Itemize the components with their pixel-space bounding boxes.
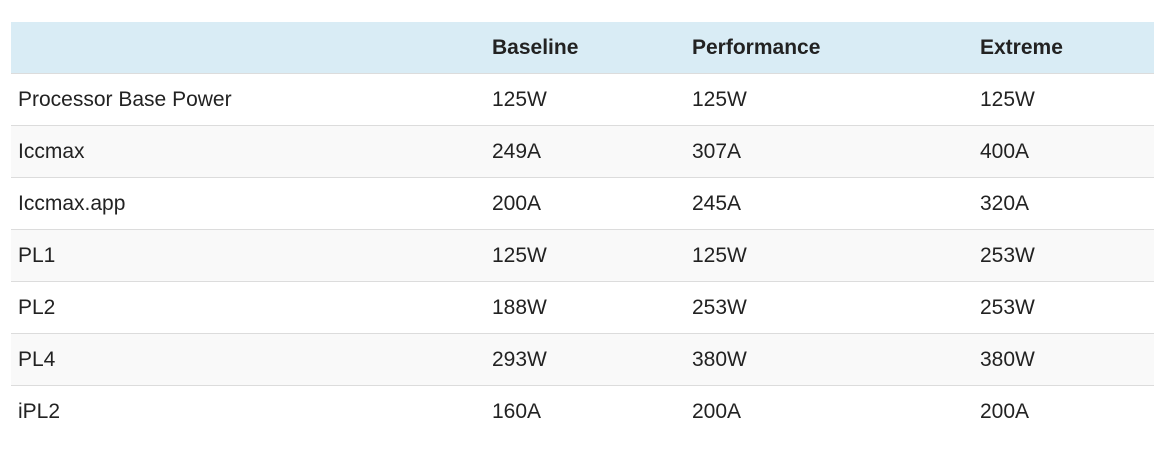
- table-row: Processor Base Power 125W 125W 125W: [11, 73, 1154, 126]
- table-cell: 200A: [973, 385, 1154, 437]
- row-label: Iccmax: [11, 125, 485, 178]
- row-label: PL1: [11, 229, 485, 282]
- spec-table: Baseline Performance Extreme Processor Bas…: [11, 22, 1154, 437]
- row-label: PL2: [11, 281, 485, 334]
- table-cell: 249A: [485, 125, 685, 178]
- row-label: Processor Base Power: [11, 73, 485, 126]
- table-row: PL1 125W 125W 253W: [11, 229, 1154, 282]
- header-row: Baseline Performance Extreme: [11, 22, 1154, 74]
- table-header: Baseline Performance Extreme: [11, 22, 1154, 74]
- header-cell: [11, 22, 485, 74]
- table-row: PL2 188W 253W 253W: [11, 281, 1154, 334]
- row-label: Iccmax.app: [11, 177, 485, 230]
- table-cell: 125W: [685, 229, 973, 282]
- header-cell: Extreme: [973, 22, 1154, 74]
- table-cell: 307A: [685, 125, 973, 178]
- header-cell: Performance: [685, 22, 973, 74]
- table-cell: 125W: [485, 229, 685, 282]
- table-cell: 160A: [485, 385, 685, 437]
- table-cell: 320A: [973, 177, 1154, 230]
- table-body: Processor Base Power 125W 125W 125W Iccmax 24…: [11, 73, 1154, 437]
- table-cell: 380W: [973, 333, 1154, 386]
- row-label: iPL2: [11, 385, 485, 437]
- table-cell: 200A: [685, 385, 973, 437]
- table-cell: 200A: [485, 177, 685, 230]
- table-row: PL4 293W 380W 380W: [11, 333, 1154, 386]
- header-cell: Baseline: [485, 22, 685, 74]
- table-cell: 245A: [685, 177, 973, 230]
- table-cell: 380W: [685, 333, 973, 386]
- row-label: PL4: [11, 333, 485, 386]
- table-cell: 293W: [485, 333, 685, 386]
- table-cell: 253W: [685, 281, 973, 334]
- table-cell: 253W: [973, 229, 1154, 282]
- table-cell: 125W: [973, 73, 1154, 126]
- table-cell: 400A: [973, 125, 1154, 178]
- table-cell: 125W: [685, 73, 973, 126]
- table-cell: 188W: [485, 281, 685, 334]
- table-cell: 125W: [485, 73, 685, 126]
- table-row: Iccmax 249A 307A 400A: [11, 125, 1154, 178]
- table-cell: 253W: [973, 281, 1154, 334]
- table-row: iPL2 160A 200A 200A: [11, 385, 1154, 437]
- table-row: Iccmax.app 200A 245A 320A: [11, 177, 1154, 230]
